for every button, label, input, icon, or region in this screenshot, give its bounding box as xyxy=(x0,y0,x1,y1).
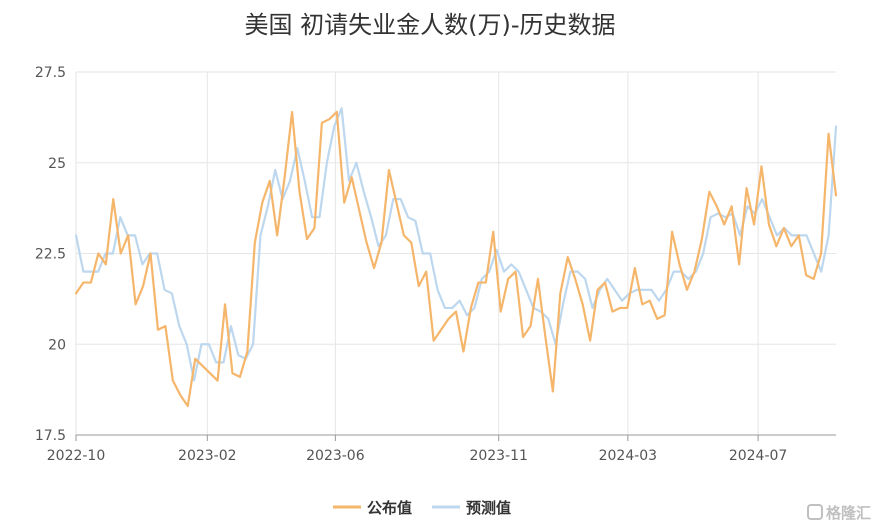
legend-item-published[interactable]: 公布值 xyxy=(333,499,412,517)
legend-label-forecast: 预测值 xyxy=(466,499,511,517)
x-tick-label: 2023-02 xyxy=(178,448,237,464)
watermark: 格隆汇 xyxy=(807,504,871,522)
legend-label-published: 公布值 xyxy=(367,499,412,517)
y-tick-label: 27.5 xyxy=(35,65,66,81)
y-tick-label: 17.5 xyxy=(35,428,66,444)
x-tick-label: 2022-10 xyxy=(47,448,106,464)
y-tick-label: 20 xyxy=(48,337,66,353)
y-tick-label: 22.5 xyxy=(35,247,66,263)
series-line-forecast[interactable] xyxy=(74,107,838,382)
y-tick-label: 25 xyxy=(48,156,66,172)
watermark-logo-icon xyxy=(807,504,823,520)
watermark-text: 格隆汇 xyxy=(826,504,871,522)
y-axis: 27.5 25 22.5 20 17.5 xyxy=(35,65,66,444)
legend-item-forecast[interactable]: 预测值 xyxy=(432,499,511,517)
x-axis: 2022-10 2023-02 2023-06 2023-11 2024-03 2024-… xyxy=(47,434,836,464)
x-tick-label: 2024-07 xyxy=(729,448,788,464)
x-tick-label: 2024-03 xyxy=(599,448,658,464)
series-line-published[interactable] xyxy=(74,110,838,408)
grid xyxy=(75,71,836,436)
chart-title: 美国 初请失业金人数(万)-历史数据 xyxy=(244,11,615,39)
series-group xyxy=(74,107,838,408)
legend: 公布值 预测值 xyxy=(333,499,511,517)
x-tick-label: 2023-11 xyxy=(469,448,528,464)
x-tick-label: 2023-06 xyxy=(306,448,365,464)
